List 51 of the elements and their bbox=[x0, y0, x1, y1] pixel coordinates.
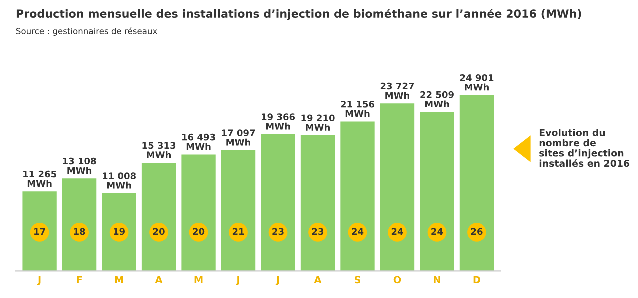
x-tick-label: F bbox=[77, 276, 82, 284]
x-tick-label: D bbox=[474, 276, 481, 284]
x-tick-label: J bbox=[276, 276, 280, 286]
annotation: 24 bbox=[432, 228, 444, 235]
x-tick-label: J bbox=[37, 276, 41, 286]
bar bbox=[460, 95, 494, 272]
bar bbox=[300, 136, 336, 272]
x-tick-label: A bbox=[155, 276, 163, 284]
x-tick-label: A bbox=[314, 276, 322, 284]
data-label: 16 493 MWh bbox=[182, 134, 216, 150]
bar bbox=[62, 178, 97, 272]
bar bbox=[261, 134, 296, 272]
x-tick-label: N bbox=[434, 276, 440, 284]
annotation: 24 bbox=[392, 228, 404, 235]
annotation: 24 bbox=[352, 228, 364, 235]
data-label: 11 008 MWh bbox=[103, 172, 136, 189]
chart-title: Production mensuelle des installations d’injection de biométhane sur l’année 2016 (MWh) bbox=[16, 8, 582, 20]
bar bbox=[221, 150, 256, 272]
x-tick-label: J bbox=[236, 276, 240, 286]
x-tick-label: O bbox=[394, 276, 402, 284]
data-label: 15 313 MWh bbox=[142, 142, 176, 158]
data-label: 22 509 MWh bbox=[420, 91, 454, 108]
bar bbox=[142, 163, 176, 272]
data-label: 19 366 MWh bbox=[262, 114, 296, 130]
x-tick-label: S bbox=[354, 276, 361, 284]
annotation: 23 bbox=[312, 228, 324, 236]
bar bbox=[380, 104, 415, 272]
x-tick-label: M bbox=[194, 276, 203, 284]
annotation: 21 bbox=[232, 228, 244, 235]
data-label: 21 156 MWh bbox=[341, 100, 375, 118]
annotation: 18 bbox=[74, 228, 86, 236]
text: Evolution du nombre de sites d’injection installés en 2016 bbox=[540, 129, 630, 168]
bar bbox=[102, 193, 136, 272]
data-label: 23 727 MWh bbox=[380, 82, 414, 99]
chart-subtitle: Source : gestionnaires de réseaux bbox=[16, 28, 158, 36]
data-label: 17 097 MWh bbox=[222, 130, 256, 146]
annotation: 26 bbox=[471, 228, 483, 236]
data-label: 24 901 MWh bbox=[460, 74, 494, 91]
data-label: 19 210 MWh bbox=[302, 114, 335, 131]
annotation: 20 bbox=[153, 228, 165, 236]
bar bbox=[420, 112, 454, 272]
annotation: 20 bbox=[193, 228, 205, 236]
data-label: 11 265 MWh bbox=[24, 170, 56, 187]
bar bbox=[22, 192, 57, 272]
annotation: 17 bbox=[34, 228, 46, 235]
bar bbox=[340, 122, 375, 272]
annotation: 23 bbox=[272, 228, 284, 236]
bar bbox=[182, 154, 216, 272]
x-tick-label: M bbox=[115, 276, 124, 284]
annotation: 19 bbox=[114, 228, 125, 236]
data-label: 13 108 MWh bbox=[63, 158, 96, 174]
